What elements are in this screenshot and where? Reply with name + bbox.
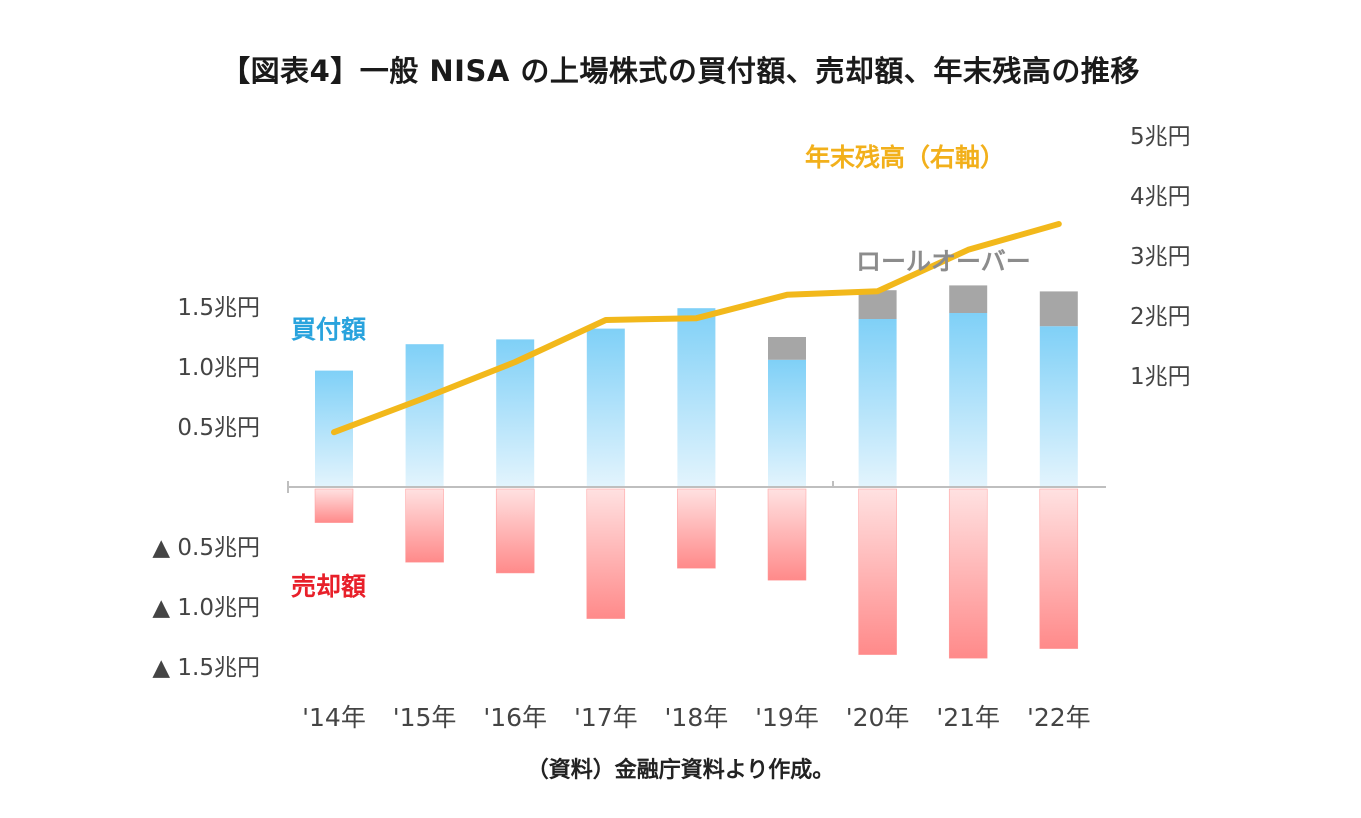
left-axis-tick-label: ▲ 1.5兆円 [152,655,260,681]
rollover-bar [1039,291,1078,327]
label-layer: 1.5兆円 1.0兆円 0.5兆円 ▲ 0.5兆円 ▲ 1.0兆円 ▲ 1.5兆円 5兆円 4… [152,124,1190,732]
x-axis-tick-label: '15年 [393,703,457,732]
sell-bar [1039,488,1079,649]
series-label-rollover: ロールオーバー [856,247,1031,276]
left-axis-tick-label: ▲ 1.0兆円 [152,595,260,621]
left-axis-tick-label: ▲ 0.5兆円 [152,535,260,561]
rollover-bar [768,337,806,360]
buy-bar [858,319,897,487]
right-axis-tick-label: 1兆円 [1130,364,1191,390]
sell-bar [948,488,988,659]
buy-bar [1039,326,1078,487]
left-axis-tick-label: 1.5兆円 [177,295,260,321]
left-axis-tick-label: 0.5兆円 [177,415,260,441]
right-axis-tick-label: 4兆円 [1130,184,1191,210]
x-axis-tick-label: '14年 [302,703,366,732]
x-axis-tick-label: '17年 [574,703,638,732]
bar-layer [314,285,1079,659]
buy-bar [405,344,444,487]
rollover-bar [949,285,988,313]
x-axis-tick-label: '20年 [846,703,910,732]
sell-bar [314,488,354,523]
sell-bar [586,488,626,619]
right-axis-tick-label: 3兆円 [1130,244,1191,270]
x-axis-tick-label: '22年 [1027,703,1091,732]
series-label-balance: 年末残高（右軸） [805,143,1005,172]
sell-bar [677,488,716,569]
x-axis-tick-label: '18年 [665,703,729,732]
zero-axis-layer [287,481,1106,493]
buy-bar [586,328,625,487]
buy-bar [677,308,716,487]
chart-title: 【図表4】一般 NISA の上場株式の買付額、売却額、年末残高の推移 [221,54,1140,88]
series-label-buy: 買付額 [291,315,366,344]
right-axis-tick-label: 5兆円 [1130,124,1191,150]
x-axis-tick-label: '16年 [483,703,547,732]
line-layer [331,221,1062,436]
buy-bar [949,313,988,487]
rollover-bar [858,290,897,319]
x-axis-tick-label: '19年 [755,703,819,732]
source-note: （資料）金融庁資料より作成。 [526,758,835,783]
left-axis-tick-label: 1.0兆円 [177,355,260,381]
sell-bar [858,488,897,655]
sell-bar [495,488,535,574]
buy-bar [768,359,806,487]
right-axis-tick-label: 2兆円 [1130,304,1191,330]
series-label-sell: 売却額 [291,572,366,601]
sell-bar [405,488,444,563]
sell-bar [767,488,807,581]
x-axis-tick-label: '21年 [936,703,1000,732]
